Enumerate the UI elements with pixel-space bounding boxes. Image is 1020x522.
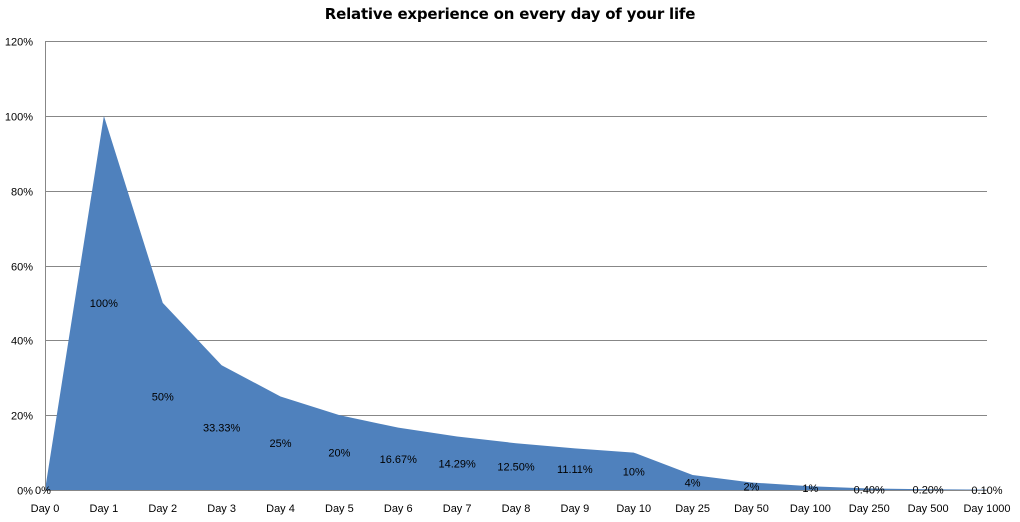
y-tick-label: 20%	[11, 411, 33, 423]
x-tick-label: Day 1	[90, 503, 119, 515]
x-tick-label: Day 8	[502, 503, 531, 515]
data-label: 100%	[90, 298, 118, 310]
y-tick-label: 120%	[5, 37, 33, 49]
x-tick-label: Day 250	[849, 503, 890, 515]
y-tick-label: 60%	[11, 262, 33, 274]
x-tick-label: Day 100	[790, 503, 831, 515]
x-tick-label: Day 5	[325, 503, 354, 515]
x-tick-label: Day 0	[31, 503, 60, 515]
data-label: 50%	[152, 391, 174, 403]
axes	[45, 41, 987, 491]
chart-title: Relative experience on every day of your…	[324, 5, 696, 23]
data-label: 20%	[328, 448, 350, 460]
x-tick-label: Day 7	[443, 503, 472, 515]
x-tick-label: Day 10	[616, 503, 651, 515]
y-tick-label: 100%	[5, 112, 33, 124]
data-label: 33.33%	[203, 423, 241, 435]
x-tick-label: Day 2	[148, 503, 177, 515]
x-tick-label: Day 500	[908, 503, 949, 515]
x-tick-label: Day 3	[207, 503, 236, 515]
data-label: 16.67%	[380, 454, 418, 466]
x-tick-label: Day 25	[675, 503, 710, 515]
x-tick-label: Day 50	[734, 503, 769, 515]
data-label: 2%	[744, 481, 760, 493]
data-label: 0.10%	[971, 485, 1002, 497]
y-tick-label: 40%	[11, 336, 33, 348]
y-axis-tick-labels: 0% 20% 40% 60% 80% 100% 120%	[5, 37, 33, 498]
data-label: 14.29%	[438, 458, 476, 470]
x-tick-label: Day 9	[561, 503, 590, 515]
data-labels: 0% 100% 50% 33.33% 25% 20% 16.67% 14.29% 12.50% 1…	[35, 298, 1003, 497]
data-label: 12.50%	[497, 462, 535, 474]
series-area	[45, 115, 987, 490]
x-tick-label: Day 4	[266, 503, 295, 515]
data-label: 11.11%	[557, 464, 593, 476]
y-tick-label: 80%	[11, 187, 33, 199]
data-label: 25%	[269, 438, 291, 450]
gridlines	[45, 41, 987, 416]
x-tick-label: Day 6	[384, 503, 413, 515]
data-label: 1%	[802, 483, 818, 495]
data-label: 0.20%	[913, 485, 944, 497]
data-label: 4%	[685, 478, 701, 490]
data-label: 0.40%	[854, 484, 885, 496]
y-tick-label: 0%	[17, 486, 33, 498]
x-tick-label: Day 1000	[963, 503, 1010, 515]
data-label: 10%	[623, 466, 645, 478]
data-label: 0%	[35, 485, 51, 497]
series-area-fill	[45, 115, 987, 490]
x-axis-tick-labels: Day 0 Day 1 Day 2 Day 3 Day 4 Day 5 Day 6 Day 7…	[31, 503, 1011, 515]
